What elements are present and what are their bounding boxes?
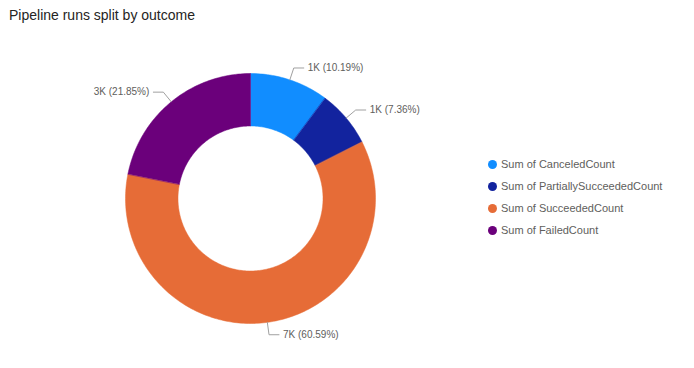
html-text:Sum of SucceededCount: Sum of SucceededCount	[501, 202, 624, 214]
svg-text:7K (60.59%): 7K (60.59%)	[283, 329, 339, 340]
html-text:Sum of CanceledCount: Sum of CanceledCount	[501, 158, 615, 170]
html-text:Sum of PartiallySucceededCount: Sum of PartiallySucceededCount	[501, 180, 663, 192]
html-text:Sum of FailedCount: Sum of FailedCount	[501, 224, 599, 236]
svg-text:1K (7.36%): 1K (7.36%)	[370, 104, 420, 115]
svg-text:1K (10.19%): 1K (10.19%)	[308, 62, 364, 73]
html-text:Pipeline runs split by outcome: Pipeline runs split by outcome	[9, 7, 195, 23]
svg-text:3K (21.85%): 3K (21.85%)	[94, 86, 150, 97]
